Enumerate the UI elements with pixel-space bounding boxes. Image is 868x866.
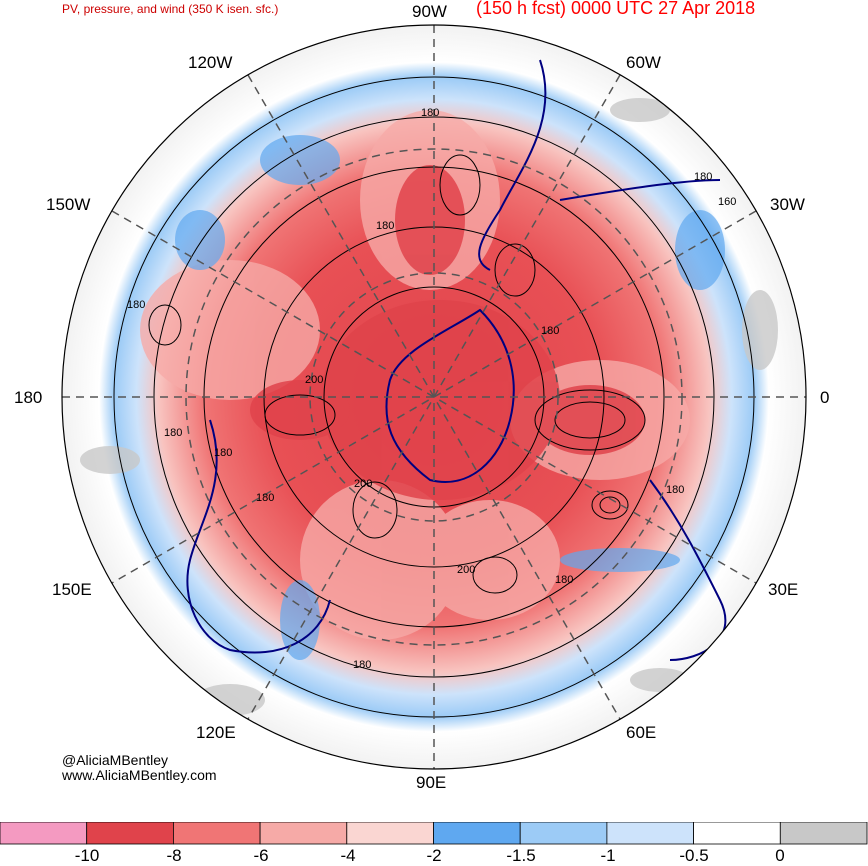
- contour-label: 180: [353, 659, 371, 671]
- colorbar-bin: [606, 822, 695, 845]
- credit-website: www.AliciaMBentley.com: [62, 767, 217, 783]
- colorbar-bin: [433, 822, 521, 845]
- contour-label: 180: [214, 447, 232, 459]
- lon-label-90w: 90W: [412, 2, 447, 21]
- lon-label-150w: 150W: [46, 195, 91, 214]
- colorbar-bin: [172, 822, 261, 845]
- lon-label-120w: 120W: [188, 53, 233, 72]
- colorbar-tick-label: -1: [600, 846, 616, 865]
- colorbar-tick-label: 0: [775, 846, 785, 865]
- credit-handle: @AliciaMBentley: [62, 752, 169, 768]
- colorbar-bin: [259, 822, 348, 845]
- colorbar-tick-label: -4: [340, 846, 356, 865]
- colorbar-bin: [86, 822, 174, 845]
- contour-label: 180: [666, 484, 684, 496]
- colorbar-bin: [693, 822, 781, 845]
- contour-label: 200: [457, 564, 475, 576]
- contour-label: 200: [305, 374, 323, 386]
- polar-map: 180 180 180 160 180 200 200 200 180 180 …: [61, 24, 807, 770]
- contour-label: 180: [555, 574, 573, 586]
- lon-label-30w: 30W: [770, 195, 805, 214]
- lon-label-180: 180: [14, 388, 43, 407]
- lon-label-0: 0: [820, 388, 830, 407]
- colorbar-tick-label: -1.5: [506, 846, 536, 865]
- lon-label-90e: 90E: [416, 773, 447, 792]
- colorbar-tick-label: -8: [166, 846, 182, 865]
- lon-label-120e: 120E: [196, 723, 236, 742]
- map-border: [61, 24, 807, 770]
- contour-label: 180: [694, 171, 712, 183]
- colorbar-bin: [0, 822, 88, 845]
- contour-label: 180: [256, 492, 274, 504]
- coastlines: [186, 59, 727, 661]
- contour-label: 200: [354, 478, 372, 490]
- contour-label: 180: [376, 220, 394, 232]
- map-subtitle: PV, pressure, and wind (350 K isen. sfc.…: [62, 2, 279, 16]
- colorbar-bin: [779, 822, 868, 845]
- colorbar-tick-label: -0.5: [679, 846, 709, 865]
- contour-label: 160: [718, 196, 736, 208]
- lon-label-60e: 60E: [626, 723, 657, 742]
- colorbar-tick-label: -2: [426, 846, 442, 865]
- colorbar-tick-label: -10: [74, 846, 100, 865]
- lon-label-60w: 60W: [626, 53, 661, 72]
- contour-label: 180: [421, 107, 439, 119]
- colorbar: [0, 822, 868, 845]
- contour-label: 180: [127, 299, 145, 311]
- contour-label: 180: [164, 427, 182, 439]
- colorbar-bin: [346, 822, 434, 845]
- graticule: [62, 25, 806, 769]
- forecast-time-title: (150 h fcst) 0000 UTC 27 Apr 2018: [476, 0, 756, 18]
- colorbar-bin: [519, 822, 608, 845]
- lon-label-150e: 150E: [52, 580, 92, 599]
- lon-label-30e: 30E: [768, 580, 799, 599]
- colorbar-tick-label: -6: [253, 846, 269, 865]
- contour-label: 180: [541, 325, 559, 337]
